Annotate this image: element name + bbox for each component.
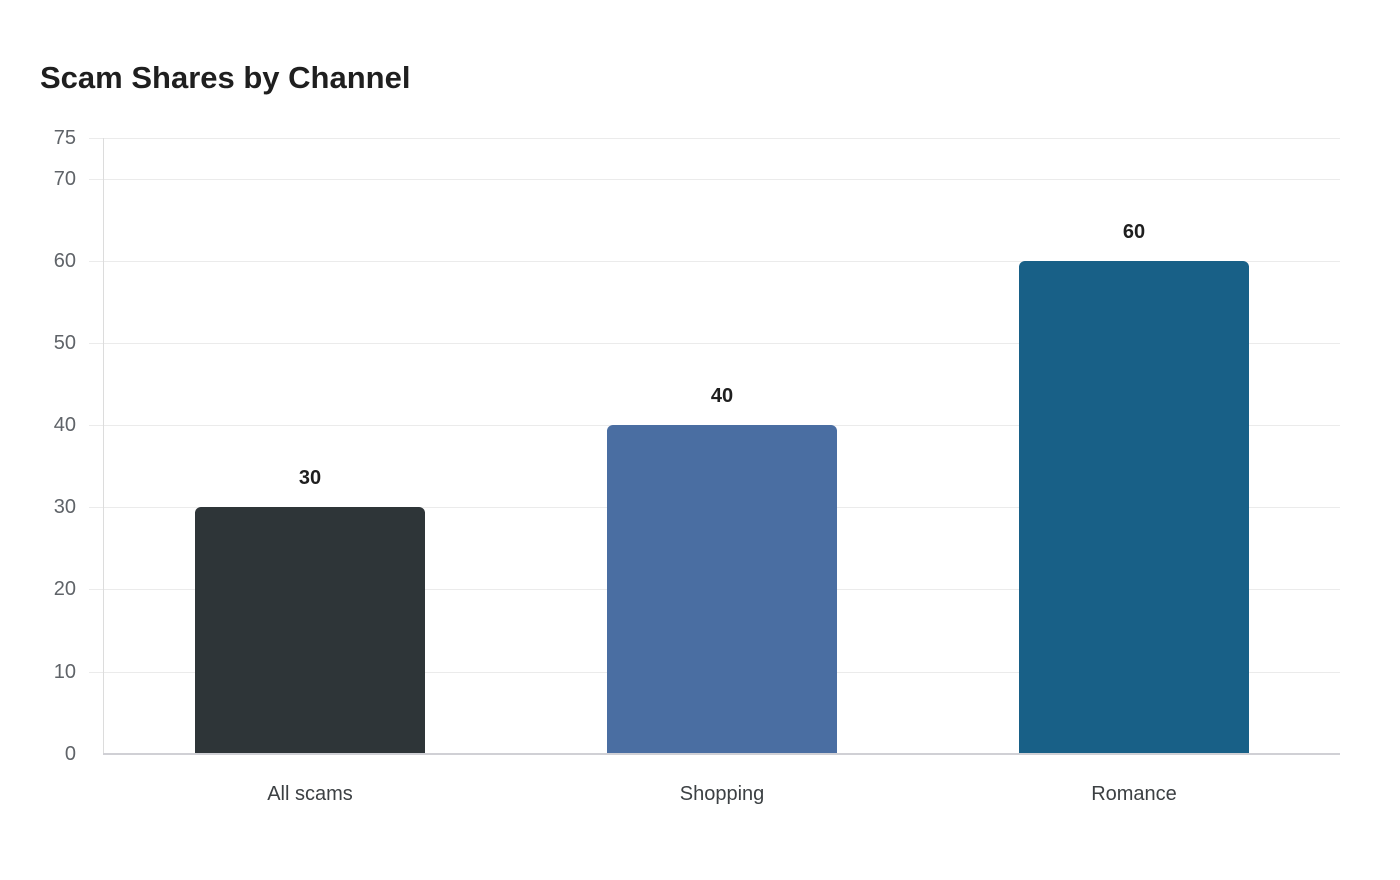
gridline-50 [89, 343, 1340, 344]
y-tick-label: 40 [53, 414, 76, 436]
y-axis-line [103, 138, 104, 754]
bar-value-label: 40 [710, 385, 734, 407]
chart-title: Scam Shares by Channel [40, 60, 411, 95]
gridline-70 [89, 179, 1340, 180]
y-tick-label: 20 [53, 578, 76, 600]
y-tick-label: 0 [64, 743, 76, 765]
gridline-60 [89, 261, 1340, 262]
y-tick-label: 70 [53, 168, 76, 190]
bar-shopping[interactable] [607, 425, 837, 754]
y-tick-label: 10 [53, 661, 76, 683]
bar-all-scams[interactable] [195, 507, 425, 754]
x-tick-label: All scams [267, 783, 353, 805]
y-tick-label: 50 [53, 332, 76, 354]
x-tick-label: Romance [1091, 783, 1177, 805]
bar-romance[interactable] [1019, 261, 1249, 754]
bar-value-label: 60 [1122, 221, 1146, 243]
y-tick-label: 60 [53, 250, 76, 272]
bar-value-label: 30 [298, 467, 322, 489]
y-tick-label: 30 [53, 496, 76, 518]
x-axis-line [103, 753, 1340, 755]
gridline-75 [89, 138, 1340, 139]
y-tick-label: 75 [53, 127, 76, 149]
x-tick-label: Shopping [679, 783, 765, 805]
